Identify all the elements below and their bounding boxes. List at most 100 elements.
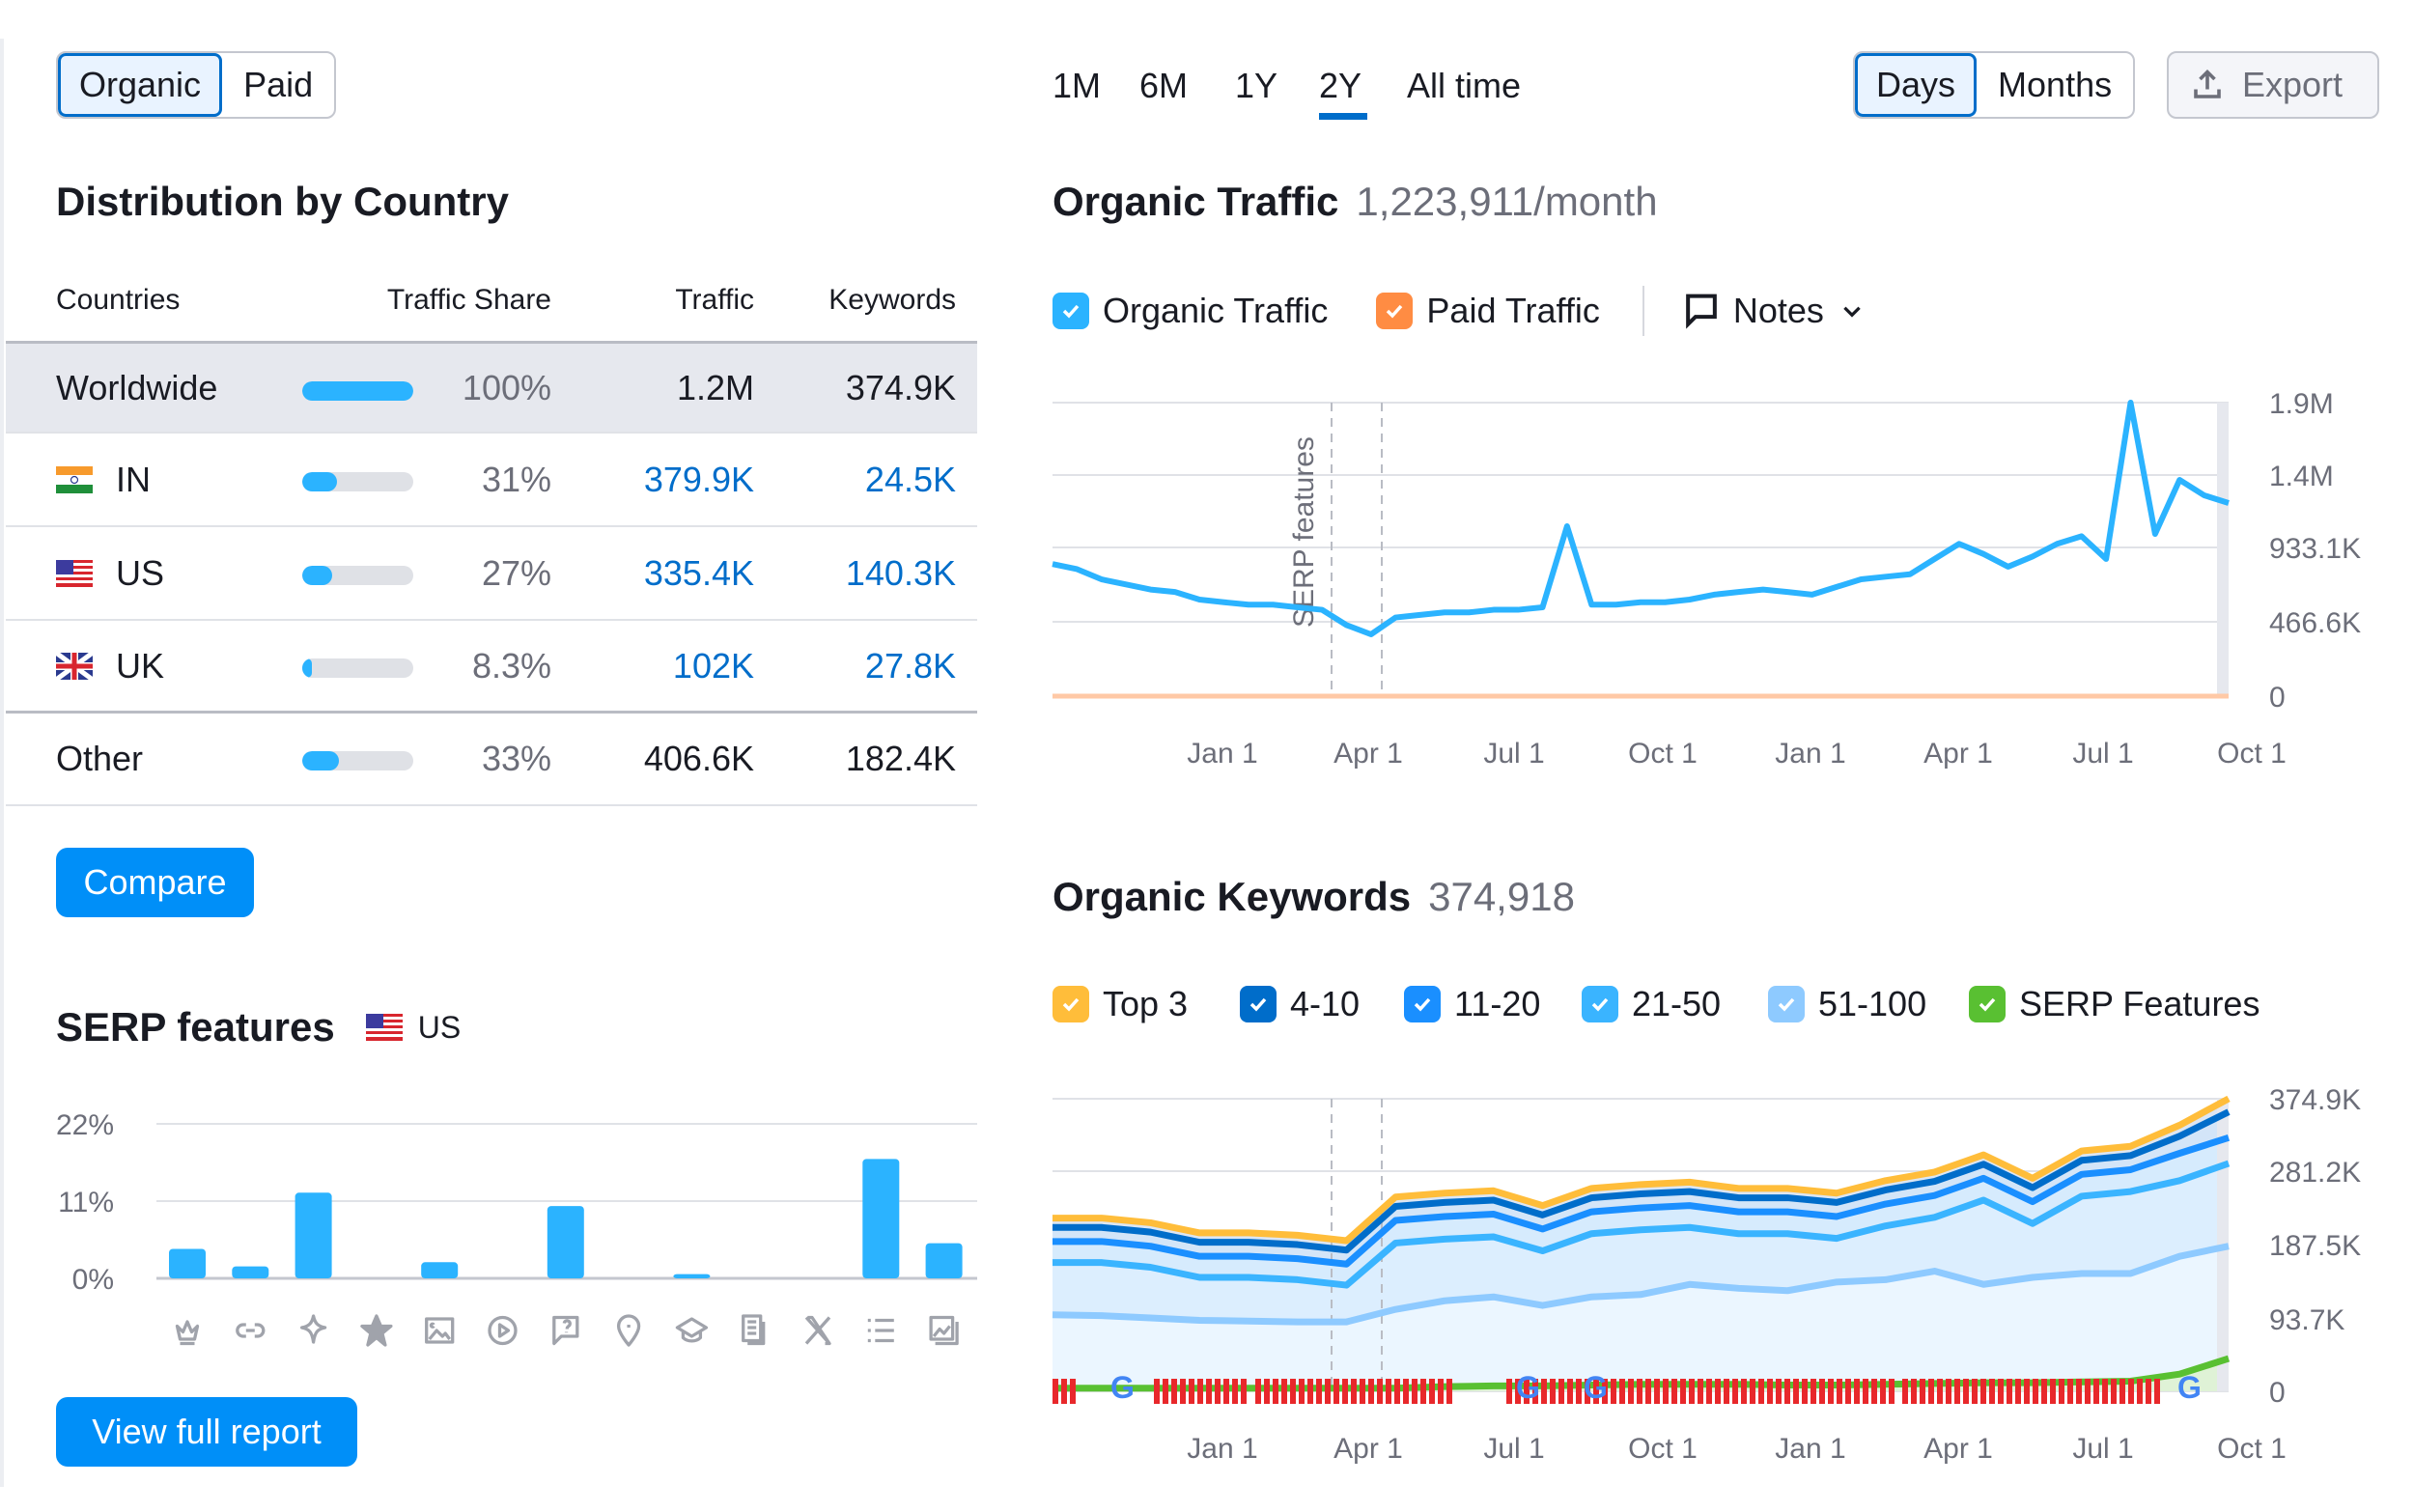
legend-label: SERP Features — [2019, 984, 2260, 1023]
checkbox-checked-icon[interactable] — [1404, 986, 1441, 1022]
serp-bar-list[interactable] — [862, 1159, 900, 1278]
traffic-value[interactable]: 379.9K — [643, 460, 754, 499]
google-icon[interactable]: G — [1110, 1370, 1135, 1405]
legend-paid-traffic[interactable]: Paid Traffic — [1376, 291, 1600, 331]
traffic-value[interactable]: 335.4K — [643, 553, 754, 593]
image-pack-icon[interactable] — [929, 1315, 959, 1346]
keywords-header: Organic Keywords 374,918 — [1053, 874, 1575, 920]
y-tick-label: 281.2K — [2269, 1157, 2361, 1189]
y-tick-label: 1.9M — [2269, 388, 2334, 420]
table-row[interactable]: Other 33% 406.6K 182.4K — [6, 714, 977, 806]
country-name[interactable]: UK — [116, 645, 165, 686]
checkbox-checked-icon[interactable] — [1582, 986, 1618, 1022]
table-row[interactable]: Worldwide 100% 1.2M 374.9K — [6, 341, 977, 434]
view-full-report-button[interactable]: View full report — [56, 1397, 357, 1467]
country-name[interactable]: IN — [116, 460, 151, 499]
google-update-markers[interactable] — [1053, 1379, 2160, 1404]
series-line-top-3[interactable] — [1053, 1095, 2231, 1245]
keywords-value: 182.4K — [845, 739, 956, 778]
people-also-ask-icon[interactable] — [552, 1315, 579, 1346]
country-name: Other — [56, 739, 144, 778]
serp-bar-featured-snippet-crown[interactable] — [169, 1248, 206, 1278]
checkbox-checked-icon[interactable] — [1053, 293, 1089, 329]
col-traffic: Traffic — [675, 284, 754, 316]
local-pack-pin-icon[interactable] — [616, 1314, 641, 1347]
traffic-value: 1.2M — [676, 367, 754, 407]
checkbox-checked-icon[interactable] — [1969, 986, 2006, 1022]
keywords-value[interactable]: 27.8K — [864, 645, 956, 686]
keywords-value[interactable]: 24.5K — [864, 460, 956, 499]
list-icon[interactable] — [867, 1318, 894, 1343]
reviews-star-icon[interactable] — [360, 1314, 393, 1347]
months-button[interactable]: Months — [1998, 65, 2113, 104]
serp-bar-scholarly[interactable] — [673, 1274, 711, 1278]
country-name[interactable]: US — [116, 553, 165, 593]
legend-label: Top 3 — [1103, 984, 1189, 1023]
checkbox-checked-icon[interactable] — [1240, 986, 1277, 1022]
keywords-value[interactable]: 140.3K — [845, 553, 956, 593]
legend-label: 11-20 — [1454, 984, 1541, 1023]
period-tab-1m[interactable]: 1M — [1053, 66, 1102, 105]
keywords-title: Organic Keywords — [1053, 874, 1412, 919]
table-row[interactable]: US 27% 335.4K 140.3K — [6, 528, 977, 621]
legend-top-3[interactable]: Top 3 — [1053, 984, 1188, 1024]
google-icon[interactable]: G — [1584, 1370, 1608, 1405]
notes-dropdown[interactable]: Notes — [1683, 291, 1865, 331]
traffic-value: 406.6K — [643, 739, 754, 778]
y-tick-label: 93.7K — [2269, 1304, 2344, 1336]
serp-features-annotation: SERP features — [1288, 436, 1320, 628]
export-label: Export — [2242, 65, 2344, 104]
checkbox-checked-icon[interactable] — [1768, 986, 1805, 1022]
legend-51-100[interactable]: 51-100 — [1768, 984, 1926, 1024]
legend-serp-features[interactable]: SERP Features — [1969, 984, 2260, 1024]
video-play-icon[interactable] — [488, 1315, 518, 1346]
serp-bar-image[interactable] — [421, 1262, 459, 1278]
scholarly-icon[interactable] — [675, 1317, 709, 1343]
period-tab-6m[interactable]: 6M — [1139, 66, 1189, 105]
organic-toggle-button[interactable]: Organic — [58, 53, 223, 117]
serp-bar-image-pack[interactable] — [925, 1243, 963, 1278]
us-flag-icon — [56, 528, 93, 619]
legend-11-20[interactable]: 11-20 — [1404, 984, 1540, 1024]
granularity-toggle[interactable]: Days Months — [1853, 51, 2136, 119]
checkbox-checked-icon[interactable] — [1053, 986, 1089, 1022]
google-icon[interactable]: G — [1516, 1370, 1540, 1405]
serp-bar-ai-overview-sparkle[interactable] — [295, 1192, 332, 1278]
featured-snippet-crown-icon[interactable] — [175, 1320, 200, 1346]
series-line-4-10[interactable] — [1053, 1108, 2231, 1254]
period-tab-all-time[interactable]: All time — [1407, 66, 1522, 105]
x-tick-label: Apr 1 — [1923, 738, 1993, 770]
table-row[interactable]: UK 8.3% 102K 27.8K — [6, 621, 977, 714]
keywords-value: 374,918 — [1428, 874, 1575, 919]
serp-bar-people-also-ask[interactable] — [547, 1206, 584, 1278]
legend-organic-traffic[interactable]: Organic Traffic — [1053, 291, 1328, 331]
series-line-11-20[interactable] — [1053, 1134, 2231, 1268]
legend-21-50[interactable]: 21-50 — [1582, 984, 1721, 1024]
compare-button[interactable]: Compare — [56, 848, 254, 917]
traffic-share-bar — [302, 472, 413, 491]
paid-toggle-button[interactable]: Paid — [243, 65, 314, 104]
legend-4-10[interactable]: 4-10 — [1240, 984, 1360, 1024]
serp-bar-sitelinks-link[interactable] — [232, 1266, 269, 1278]
x-twitter-icon[interactable] — [804, 1315, 831, 1346]
image-icon[interactable] — [425, 1317, 455, 1344]
legend-divider — [1642, 286, 1644, 336]
ai-overview-sparkle-icon[interactable] — [299, 1314, 327, 1344]
period-tab-2y[interactable]: 2Y — [1319, 66, 1362, 105]
traffic-share-value: 31% — [481, 460, 551, 499]
sitelinks-link-icon[interactable] — [236, 1323, 266, 1338]
export-button[interactable]: Export — [2167, 51, 2379, 119]
organic-paid-toggle[interactable]: Organic Paid — [56, 51, 337, 119]
period-tab-1y[interactable]: 1Y — [1235, 66, 1278, 105]
google-icon[interactable]: G — [2177, 1370, 2202, 1405]
traffic-share-bar — [302, 658, 413, 678]
us-flag-icon — [365, 1014, 403, 1041]
days-button[interactable]: Days — [1855, 53, 1978, 117]
series-line-51-100[interactable] — [1052, 1243, 2230, 1326]
traffic-value[interactable]: 102K — [672, 645, 754, 686]
top-stories-news-icon[interactable] — [742, 1314, 766, 1346]
checkbox-checked-icon[interactable] — [1376, 293, 1414, 329]
table-row[interactable]: IN 31% 379.9K 24.5K — [6, 434, 977, 527]
x-tick-label: Oct 1 — [2217, 1433, 2287, 1465]
series-line-21-50[interactable] — [1053, 1160, 2231, 1289]
